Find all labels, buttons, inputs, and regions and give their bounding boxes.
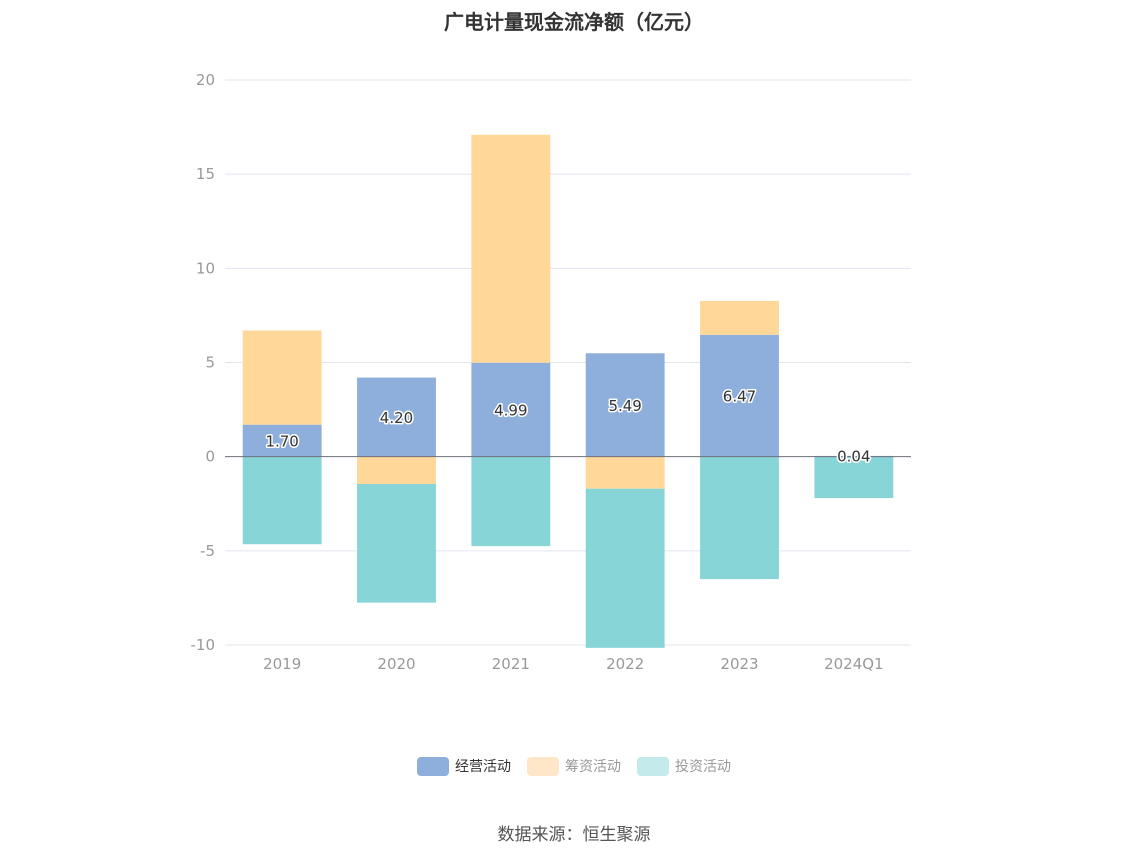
y-tick-label: -10	[191, 636, 216, 654]
bar-segment	[700, 300, 779, 335]
bar-segment	[471, 134, 551, 363]
data-label: 6.47	[723, 388, 756, 406]
legend: 经营活动 筹资活动 投资活动	[0, 756, 1148, 776]
y-tick-label: 20	[196, 71, 215, 89]
y-tick-label: 5	[205, 354, 215, 372]
y-tick-label: 0	[205, 448, 215, 466]
data-label: 0.04	[837, 448, 870, 466]
bar-segment	[357, 483, 436, 603]
legend-swatch-operating	[417, 756, 449, 776]
bar-segment	[471, 456, 551, 547]
bar-segment	[585, 488, 665, 648]
y-tick-label: -5	[200, 542, 215, 560]
x-tick-label: 2022	[606, 655, 644, 673]
data-labels: 1.70 4.20 4.99 5.49 6.47 0.04	[264, 386, 872, 467]
chart-plot: -10 -5 0 5 10 15 20 2019 2020 2021 2022 2023 2024Q1…	[191, 71, 911, 673]
x-tick-label: 2023	[720, 655, 758, 673]
y-axis-ticks: -10 -5 0 5 10 15 20	[191, 71, 216, 654]
legend-swatch-investing	[637, 756, 669, 776]
y-tick-label: 15	[196, 165, 215, 183]
x-tick-label: 2021	[492, 655, 530, 673]
chart-title: 广电计量现金流净额（亿元）	[444, 10, 704, 34]
legend-label-operating: 经营活动	[455, 759, 511, 775]
y-tick-label: 10	[196, 259, 215, 277]
bar-segment	[585, 353, 665, 457]
data-source: 数据来源：恒生聚源	[497, 825, 651, 845]
bar-segment	[585, 456, 665, 489]
bars	[242, 134, 894, 648]
x-tick-label: 2020	[377, 655, 415, 673]
bar-segment	[471, 362, 551, 457]
x-axis-ticks: 2019 2020 2021 2022 2023 2024Q1	[263, 655, 884, 673]
x-tick-label: 2024Q1	[824, 655, 884, 673]
bar-segment	[242, 424, 322, 457]
data-label: 5.49	[608, 397, 641, 415]
bar-segment	[700, 456, 779, 580]
legend-swatch-financing	[527, 756, 559, 776]
bar-segment	[357, 456, 436, 484]
legend-item-operating[interactable]: 经营活动	[417, 756, 511, 776]
bar-segment	[242, 330, 322, 425]
bar-segment	[700, 334, 779, 457]
legend-item-financing[interactable]: 筹资活动	[527, 756, 621, 776]
data-label: 4.20	[380, 409, 413, 427]
legend-label-investing: 投资活动	[675, 759, 731, 775]
bar-segment	[814, 456, 894, 499]
data-label: 1.70	[265, 433, 298, 451]
x-tick-label: 2019	[263, 655, 301, 673]
data-label: 4.99	[494, 402, 527, 420]
legend-label-financing: 筹资活动	[565, 759, 621, 775]
grid-lines	[225, 79, 911, 646]
bar-segment	[357, 377, 436, 457]
bar-segment	[242, 456, 322, 545]
legend-item-investing[interactable]: 投资活动	[637, 756, 731, 776]
